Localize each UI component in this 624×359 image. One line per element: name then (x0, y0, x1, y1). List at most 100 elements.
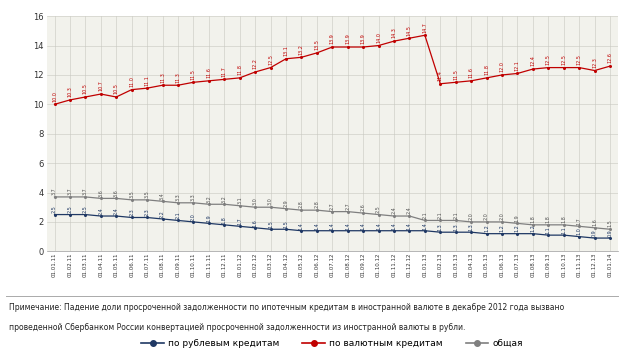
Text: 2.0: 2.0 (469, 213, 474, 220)
Text: 12.5: 12.5 (268, 54, 273, 65)
Text: 1.6: 1.6 (592, 218, 597, 226)
Text: 1.6: 1.6 (253, 219, 258, 227)
Text: 3.6: 3.6 (114, 189, 119, 197)
Text: 14.5: 14.5 (407, 25, 412, 36)
Text: 3.2: 3.2 (222, 195, 227, 202)
Text: 11.3: 11.3 (160, 72, 165, 83)
Text: 1.4: 1.4 (329, 222, 335, 229)
Text: 1.8: 1.8 (546, 215, 551, 223)
Text: 1.1: 1.1 (546, 226, 551, 234)
Text: 2.0: 2.0 (191, 213, 196, 221)
Text: 1.2: 1.2 (530, 225, 535, 233)
Text: 2.0: 2.0 (500, 213, 505, 220)
Text: 2.7: 2.7 (345, 202, 350, 210)
Text: 2.3: 2.3 (129, 209, 134, 216)
Text: 12.0: 12.0 (500, 61, 505, 72)
Text: 10.7: 10.7 (99, 80, 104, 92)
Text: 1.3: 1.3 (469, 223, 474, 231)
Text: 3.5: 3.5 (145, 190, 150, 198)
Text: 1.9: 1.9 (207, 215, 212, 222)
Text: 3.3: 3.3 (175, 193, 180, 201)
Text: 1.8: 1.8 (530, 215, 535, 223)
Text: 2.9: 2.9 (283, 199, 288, 207)
Text: 2.1: 2.1 (422, 211, 427, 219)
Legend: по рублевым кредитам, по валютным кредитам, общая: по рублевым кредитам, по валютным кредит… (138, 336, 527, 352)
Text: 1.7: 1.7 (577, 217, 582, 224)
Text: 1.9: 1.9 (515, 214, 520, 222)
Text: 11.5: 11.5 (191, 69, 196, 80)
Text: 0.9: 0.9 (608, 229, 613, 237)
Text: 13.9: 13.9 (329, 34, 335, 45)
Text: 13.9: 13.9 (345, 34, 350, 45)
Text: 13.9: 13.9 (361, 34, 366, 45)
Text: 12.2: 12.2 (253, 59, 258, 69)
Text: 1.4: 1.4 (422, 222, 427, 229)
Text: 1.4: 1.4 (361, 222, 366, 229)
Text: 2.1: 2.1 (175, 211, 180, 219)
Text: 3.4: 3.4 (160, 192, 165, 200)
Text: 12.5: 12.5 (577, 54, 582, 65)
Text: 12.5: 12.5 (546, 54, 551, 65)
Text: 10.3: 10.3 (67, 87, 72, 97)
Text: 3.3: 3.3 (191, 193, 196, 201)
Text: 1.0: 1.0 (577, 228, 582, 236)
Text: 3.7: 3.7 (83, 187, 88, 195)
Text: 10.5: 10.5 (114, 83, 119, 94)
Text: 1.4: 1.4 (376, 222, 381, 229)
Text: 3.1: 3.1 (237, 196, 242, 204)
Text: 2.0: 2.0 (484, 213, 489, 220)
Text: 2.1: 2.1 (438, 211, 443, 219)
Text: 11.0: 11.0 (129, 76, 134, 87)
Text: 2.4: 2.4 (114, 207, 119, 215)
Text: Примечание: Падение доли просроченной задолженности по ипотечным кредитам в инос: Примечание: Падение доли просроченной за… (9, 303, 565, 312)
Text: 1.3: 1.3 (453, 223, 458, 231)
Text: 2.7: 2.7 (329, 202, 335, 210)
Text: 11.6: 11.6 (469, 67, 474, 78)
Text: 10.5: 10.5 (83, 83, 88, 94)
Text: 1.2: 1.2 (484, 225, 489, 233)
Text: 1.2: 1.2 (515, 225, 520, 233)
Text: 1.5: 1.5 (268, 220, 273, 228)
Text: 2.5: 2.5 (376, 205, 381, 213)
Text: 11.8: 11.8 (484, 64, 489, 75)
Text: 11.8: 11.8 (237, 64, 242, 75)
Text: 2.5: 2.5 (52, 206, 57, 213)
Text: 12.6: 12.6 (608, 53, 613, 64)
Text: 3.5: 3.5 (129, 190, 134, 198)
Text: 13.5: 13.5 (314, 39, 319, 50)
Text: 3.0: 3.0 (268, 198, 273, 205)
Text: 13.1: 13.1 (283, 45, 288, 56)
Text: 1.8: 1.8 (561, 215, 566, 223)
Text: 3.6: 3.6 (99, 189, 104, 197)
Text: 1.4: 1.4 (345, 222, 350, 229)
Text: 12.5: 12.5 (561, 54, 566, 65)
Text: 11.5: 11.5 (453, 69, 458, 80)
Text: 1.5: 1.5 (608, 220, 613, 228)
Text: 10.0: 10.0 (52, 91, 57, 102)
Text: 1.5: 1.5 (283, 220, 288, 228)
Text: 2.2: 2.2 (160, 210, 165, 218)
Text: 2.8: 2.8 (299, 201, 304, 208)
Text: 2.4: 2.4 (407, 206, 412, 214)
Text: 11.7: 11.7 (222, 66, 227, 77)
Text: 1.2: 1.2 (500, 225, 505, 233)
Text: 1.7: 1.7 (237, 218, 242, 225)
Text: 3.2: 3.2 (207, 195, 212, 202)
Text: 2.5: 2.5 (67, 206, 72, 213)
Text: 11.4: 11.4 (438, 70, 443, 81)
Text: 3.0: 3.0 (253, 198, 258, 205)
Text: 1.8: 1.8 (222, 216, 227, 224)
Text: 12.3: 12.3 (592, 57, 597, 68)
Text: 13.2: 13.2 (299, 44, 304, 55)
Text: 12.1: 12.1 (515, 60, 520, 71)
Text: 0.9: 0.9 (592, 229, 597, 237)
Text: 11.3: 11.3 (175, 72, 180, 83)
Text: 1.4: 1.4 (299, 222, 304, 229)
Text: 12.4: 12.4 (530, 56, 535, 66)
Text: проведенной Сбербанком России конвертацией просроченной задолженности из иностра: проведенной Сбербанком России конвертаци… (9, 323, 466, 332)
Text: 1.4: 1.4 (391, 222, 396, 229)
Text: 2.4: 2.4 (391, 206, 396, 214)
Text: 14.3: 14.3 (391, 28, 396, 38)
Text: 1.4: 1.4 (407, 222, 412, 229)
Text: 14.0: 14.0 (376, 32, 381, 43)
